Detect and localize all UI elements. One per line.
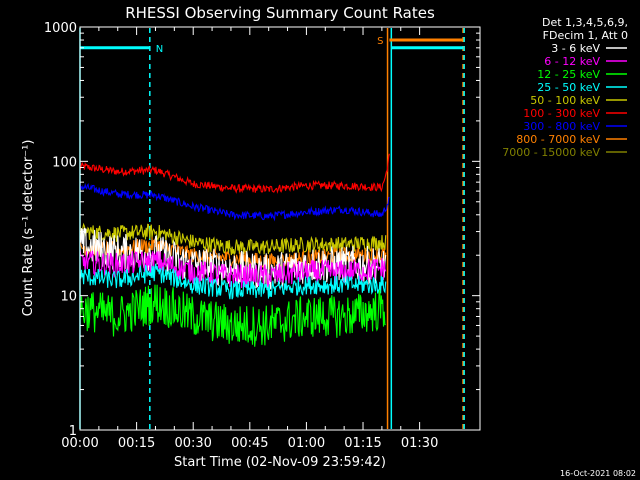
series-line-100-300-kev: [79, 153, 390, 194]
y-tick-label: 1000: [44, 21, 77, 36]
legend-label: 7000 - 15000 keV: [502, 146, 600, 159]
marker-layer: NS: [79, 28, 465, 429]
generation-timestamp: 16-Oct-2021 08:02: [560, 469, 636, 478]
axes-layer: 00:00 00:15 00:30 00:45 01:00 01:15 01:30 1 10 10…: [44, 21, 480, 451]
legend-header-line-2: FDecim 1, Att 0: [543, 29, 628, 42]
marker-label: N: [156, 44, 163, 55]
series-layer: [79, 153, 390, 347]
y-tick-label: 1: [69, 424, 77, 439]
x-axis-label: Start Time (02-Nov-09 23:59:42): [174, 455, 386, 470]
legend-label: 6 - 12 keV: [544, 55, 600, 68]
x-tick-label: 00:45: [231, 436, 268, 451]
series-line-300-800-kev: [79, 182, 390, 222]
y-tick-label: 100: [52, 155, 77, 170]
x-tick-label: 01:00: [288, 436, 325, 451]
legend-label: 100 - 300 keV: [523, 107, 600, 120]
x-tick-label: 00:30: [174, 436, 211, 451]
legend-label: 12 - 25 keV: [537, 68, 600, 81]
legend-label: 50 - 100 keV: [530, 94, 600, 107]
legend-label: 800 - 7000 keV: [516, 133, 600, 146]
y-tick-label: 10: [60, 290, 77, 305]
y-axis-label: Count Rate (s⁻¹ detector⁻¹): [21, 140, 36, 317]
series-line-12-25-kev: [79, 284, 386, 347]
x-tick-label: 01:15: [344, 436, 381, 451]
legend-header-line-1: Det 1,3,4,5,6,9,: [542, 16, 628, 29]
legend-label: 3 - 6 keV: [551, 42, 600, 55]
legend-label: 25 - 50 keV: [537, 81, 600, 94]
series-line-50-100-kev: [79, 222, 387, 256]
x-tick-label: 01:30: [401, 436, 438, 451]
series-line-6-12-kev: [79, 249, 387, 289]
chart-title: RHESSI Observing Summary Count Rates: [125, 4, 435, 22]
x-tick-label: 00:15: [118, 436, 155, 451]
x-tick-label: 00:00: [61, 436, 98, 451]
legend-label: 300 - 800 keV: [523, 120, 600, 133]
marker-label: S: [377, 36, 383, 47]
plot-frame: [79, 26, 481, 431]
series-line-3-6-kev: [79, 227, 387, 290]
series-line-25-50-kev: [79, 263, 387, 300]
